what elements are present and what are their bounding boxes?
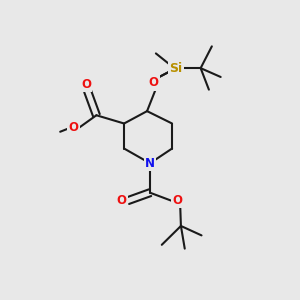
Text: Si: Si (169, 61, 182, 75)
Text: O: O (68, 122, 78, 134)
Text: O: O (173, 194, 183, 207)
Text: O: O (81, 78, 91, 91)
Text: O: O (116, 194, 126, 207)
Text: O: O (148, 76, 158, 89)
Text: N: N (145, 157, 155, 170)
